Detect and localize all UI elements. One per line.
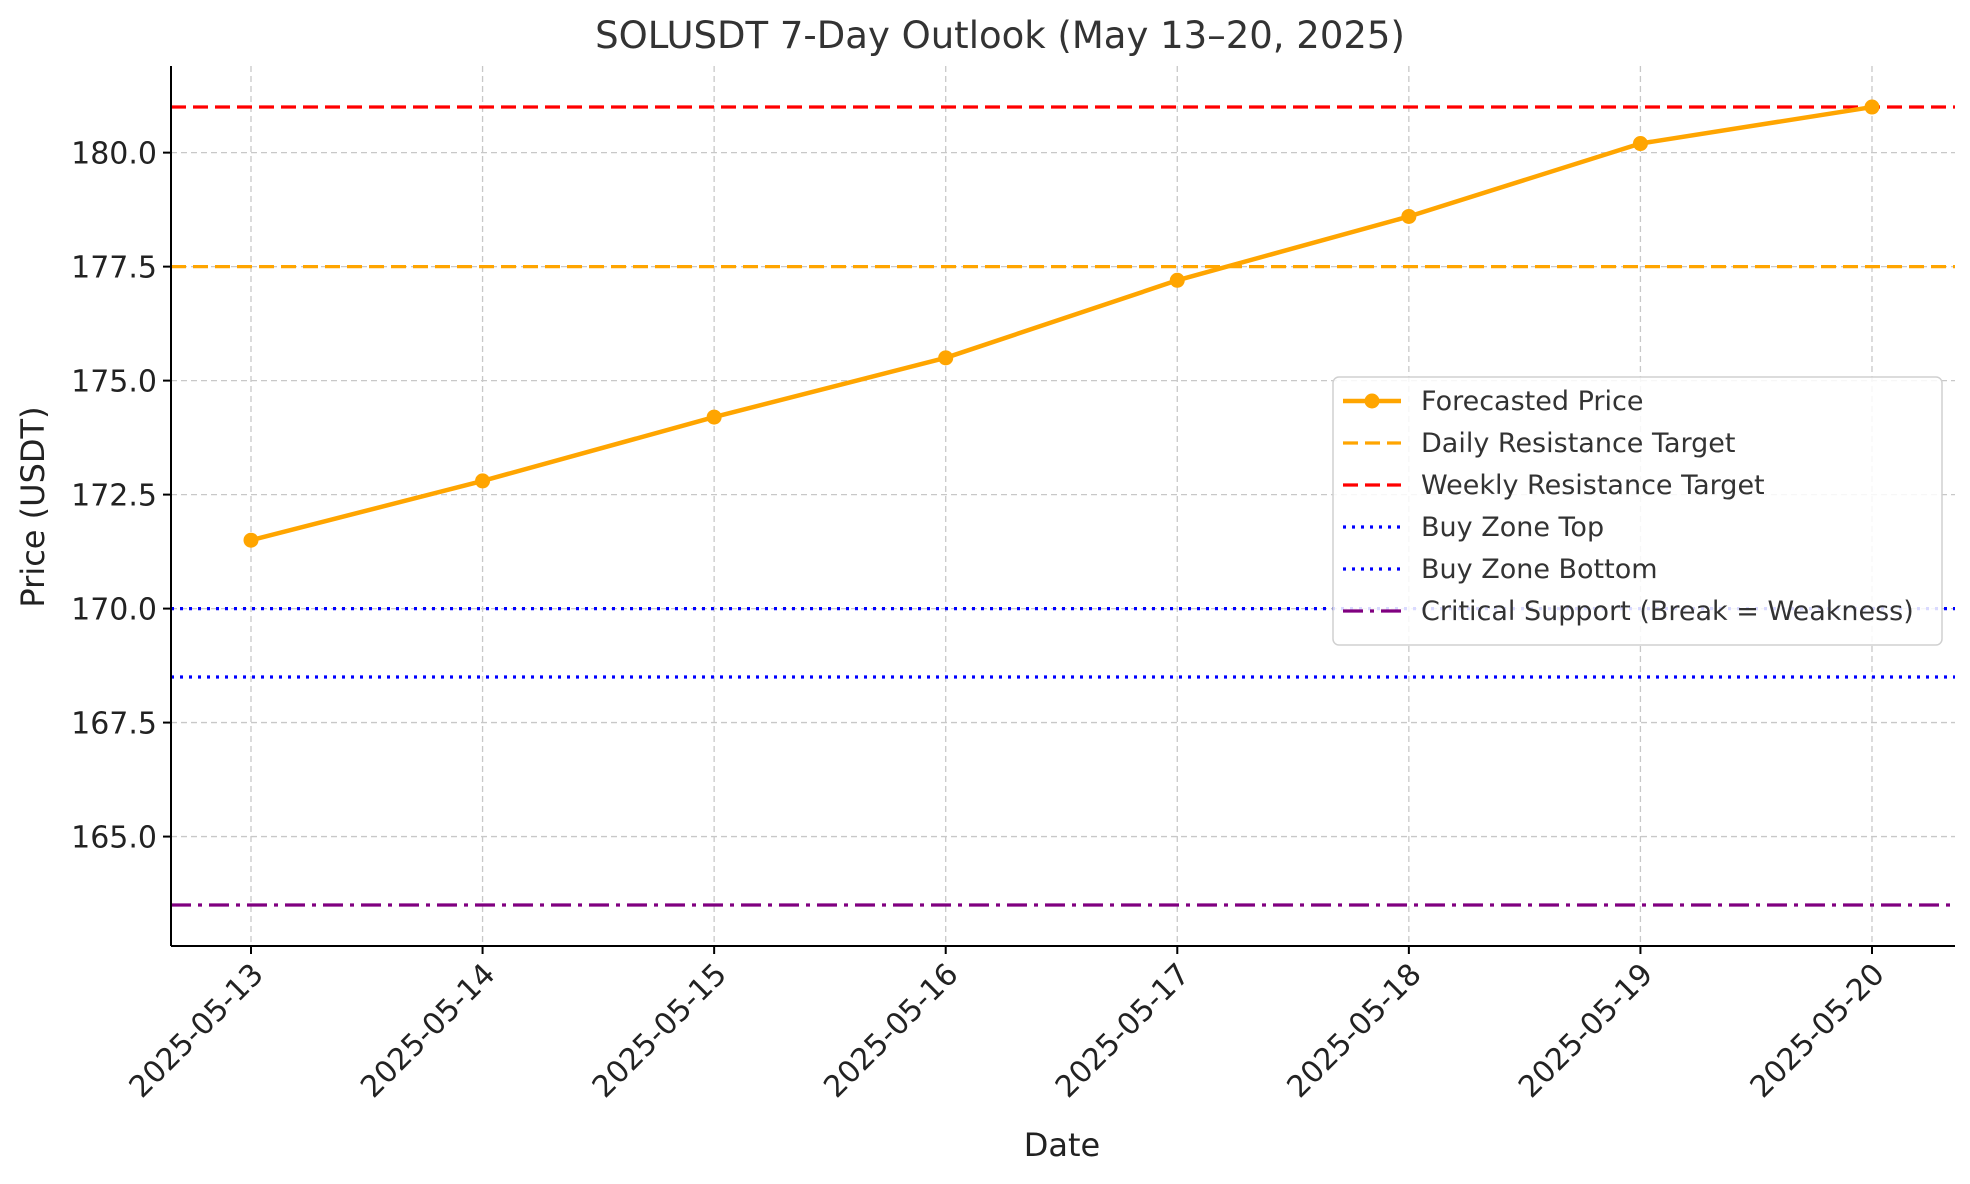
y-tick-label: 175.0 — [71, 365, 157, 400]
legend-entry-label: Buy Zone Top — [1421, 512, 1604, 543]
chart-title: SOLUSDT 7-Day Outlook (May 13–20, 2025) — [595, 14, 1405, 57]
x-tick-label: 2025-05-14 — [354, 957, 502, 1105]
data-point — [243, 532, 259, 548]
y-tick-label: 177.5 — [71, 251, 157, 286]
y-tick-label: 170.0 — [71, 593, 157, 628]
legend-entry-label: Critical Support (Break = Weakness) — [1421, 596, 1914, 627]
x-tick-label: 2025-05-13 — [123, 957, 271, 1105]
data-point — [1401, 208, 1417, 224]
y-axis-label: Price (USDT) — [14, 406, 52, 607]
data-point — [1632, 136, 1648, 152]
reference-lines — [171, 105, 1955, 907]
legend-entry-label: Weekly Resistance Target — [1421, 470, 1765, 501]
y-tick-label: 180.0 — [71, 137, 157, 172]
legend: Forecasted Price Daily Resistance Target W… — [1332, 376, 1943, 646]
y-tick-label: 167.5 — [71, 707, 157, 742]
data-point — [475, 473, 491, 489]
axes — [170, 66, 1955, 947]
series-line-forecasted-price — [250, 104, 1873, 543]
x-tick-label: 2025-05-19 — [1512, 957, 1660, 1105]
series-layer — [243, 99, 1880, 548]
x-tick-label: 2025-05-18 — [1280, 957, 1428, 1105]
y-tick-label: 172.5 — [71, 479, 157, 514]
legend-entry-label: Buy Zone Bottom — [1421, 554, 1658, 585]
x-axis-label: Date — [1024, 1126, 1100, 1164]
legend-box — [1332, 376, 1943, 646]
data-point — [938, 350, 954, 366]
legend-entry-label: Forecasted Price — [1421, 386, 1643, 417]
y-tick-label: 165.0 — [71, 821, 157, 856]
data-point — [706, 409, 722, 425]
x-tick-label: 2025-05-20 — [1744, 957, 1892, 1105]
legend-entry-label: Daily Resistance Target — [1421, 428, 1736, 459]
x-tick-label: 2025-05-17 — [1049, 957, 1197, 1105]
data-point — [1169, 272, 1185, 288]
x-tick-label: 2025-05-16 — [817, 957, 965, 1105]
data-point — [1864, 99, 1880, 115]
legend-marker — [1364, 393, 1380, 409]
x-tick-label: 2025-05-15 — [586, 957, 734, 1105]
